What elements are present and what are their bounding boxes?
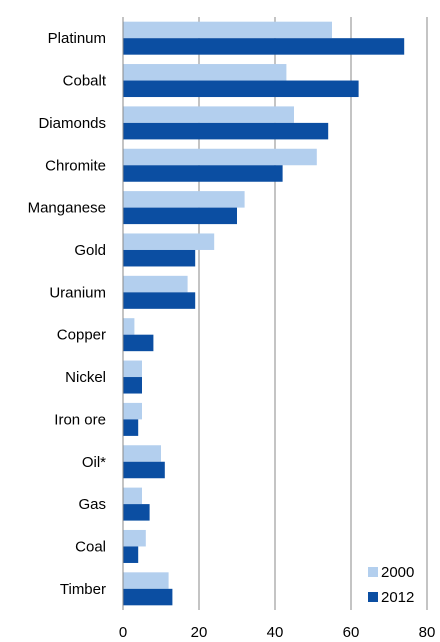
- bar-2012-timber: [123, 588, 173, 606]
- bar-2000-chromite: [123, 148, 317, 166]
- category-label: Chromite: [45, 157, 106, 174]
- bar-2000-copper: [123, 318, 135, 335]
- bar-2012-uranium: [123, 292, 196, 309]
- grid-lines: [198, 17, 428, 610]
- x-tick-labels: 0 20 40 60 80: [119, 624, 436, 641]
- bar-2000-uranium: [123, 275, 188, 293]
- bar-2000-coal: [123, 529, 146, 547]
- category-label: Gas: [78, 496, 106, 513]
- bar-2000-platinum: [123, 21, 332, 39]
- legend-label-2000: 2000: [381, 564, 414, 581]
- bar-2000-nickel: [123, 360, 142, 378]
- bar-2000-gold: [123, 233, 215, 250]
- legend-swatch-2000: [368, 567, 378, 577]
- category-label: Cobalt: [63, 73, 107, 90]
- x-tick-label: 20: [191, 624, 208, 641]
- bar-2000-manganese: [123, 191, 245, 208]
- category-label: Coal: [75, 538, 106, 555]
- bar-2012-nickel: [123, 377, 142, 394]
- bar-2012-manganese: [123, 207, 237, 225]
- category-label: Gold: [74, 242, 106, 259]
- bar-2000-diamonds: [123, 106, 294, 123]
- bar-2012-coal: [123, 546, 139, 563]
- legend-swatch-2012: [368, 592, 378, 602]
- bar-2012-platinum: [123, 38, 405, 55]
- bar-2000-cobalt: [123, 64, 287, 81]
- bar-2000-timber: [123, 572, 169, 589]
- bar-2000-oil-: [123, 445, 161, 462]
- x-tick-label: 80: [419, 624, 436, 641]
- bar-2012-gas: [123, 504, 150, 521]
- category-label: Uranium: [49, 284, 106, 301]
- category-label: Oil*: [82, 454, 106, 471]
- x-tick-label: 40: [267, 624, 284, 641]
- category-label: Timber: [60, 581, 106, 598]
- x-tick-label: 0: [119, 624, 127, 641]
- bar-2012-oil-: [123, 461, 165, 479]
- bar-2000-gas: [123, 487, 142, 505]
- category-label: Diamonds: [38, 115, 106, 132]
- bar-2012-iron-ore: [123, 419, 139, 436]
- category-label: Copper: [57, 327, 106, 344]
- bar-2012-gold: [123, 249, 196, 267]
- legend-label-2012: 2012: [381, 589, 414, 606]
- category-label: Platinum: [48, 30, 106, 47]
- category-label: Manganese: [28, 200, 106, 217]
- category-label: Nickel: [65, 369, 106, 386]
- bars: [123, 21, 405, 606]
- bar-2012-chromite: [123, 165, 283, 182]
- bar-2012-diamonds: [123, 122, 329, 140]
- bar-2000-iron-ore: [123, 402, 142, 420]
- x-tick-label: 60: [343, 624, 360, 641]
- bar-2012-copper: [123, 334, 154, 352]
- category-labels: Platinum Cobalt Diamonds Chromite Manganese G…: [28, 30, 107, 598]
- category-label: Iron ore: [54, 411, 106, 428]
- legend: 2000 2012: [368, 564, 414, 606]
- bar-2012-cobalt: [123, 80, 359, 98]
